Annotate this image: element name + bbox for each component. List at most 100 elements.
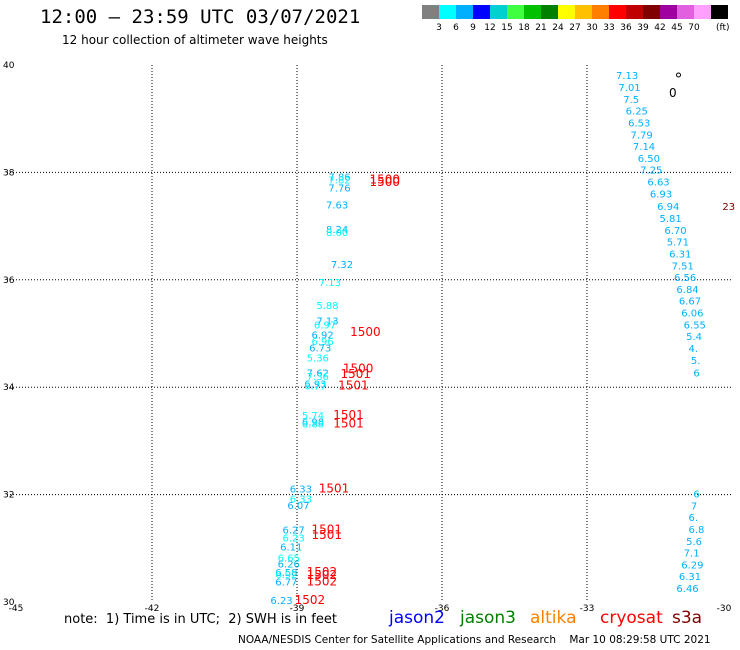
wave-height-label: 6.33 (290, 494, 312, 505)
colorbar-swatch (422, 5, 439, 19)
track-time-label: 1502 (307, 575, 338, 589)
colorbar-label: 39 (637, 23, 649, 33)
wave-height-label: 6.11 (280, 543, 302, 554)
wave-height-label: 6.92 (275, 570, 297, 581)
latitude-tick-label: 36 (3, 276, 15, 286)
wave-height-label: 6.53 (628, 118, 650, 129)
colorbar-swatch (643, 5, 660, 19)
longitude-tick-label: -36 (435, 604, 450, 614)
colorbar-swatch (677, 5, 694, 19)
colorbar-label: 36 (620, 23, 632, 33)
wave-height-label: 6.33 (290, 485, 312, 496)
wave-height-label: 6.67 (679, 297, 701, 308)
wave-height-label: 7.36 (307, 372, 329, 383)
wave-height-label: 6.98 (302, 418, 324, 429)
colorbar-swatch (558, 5, 575, 19)
wave-height-label: 6.55 (684, 320, 706, 331)
wave-height-label: 8.24 (326, 225, 348, 236)
track-time-label: 1501 (333, 417, 364, 431)
graticule (7, 65, 732, 602)
colorbar-swatch (660, 5, 677, 19)
latitude-tick-label: 32 (3, 491, 14, 501)
colorbar-swatch (592, 5, 609, 19)
axis-tick-labels: -45 -42 -39 -36 -33 -30 40 38 36 34 32 30 (3, 61, 732, 614)
latitude-tick-label: 40 (3, 61, 15, 71)
track-time-label: 1501 (338, 379, 369, 393)
colorbar-swatch (626, 5, 643, 19)
wave-height-label: 7.5 (623, 95, 639, 106)
wave-height-label: 6.93 (304, 379, 326, 390)
wave-height-label: 6.29 (681, 560, 703, 571)
legend-altika: altika (530, 608, 577, 628)
wave-height-label: 6.50 (638, 154, 660, 165)
wave-height-label: 4. (689, 344, 699, 355)
wave-height-label: 6.96 (312, 337, 334, 348)
wave-height-label: 6.93 (650, 189, 672, 200)
colorbar-swatch (473, 5, 490, 19)
legend-cryosat: cryosat (600, 608, 663, 628)
wave-height-label: 7.25 (640, 166, 662, 177)
colorbar-swatch (694, 5, 711, 19)
colorbar-label: 70 (688, 23, 700, 33)
longitude-tick-label: -39 (290, 604, 305, 614)
wave-height-label: 5.74 (302, 411, 324, 422)
wave-height-label: 7.63 (326, 201, 348, 212)
colorbar-label: 33 (603, 23, 615, 33)
wave-height-label: 5.6 (686, 537, 702, 548)
colorbar-label: 9 (470, 23, 476, 33)
small-marker-icon (676, 72, 681, 78)
colorbar-swatch (711, 5, 728, 19)
wave-height-label: 7.82 (328, 175, 350, 186)
wave-height-label: 7.13 (319, 278, 341, 289)
legend-jason3: jason3 (460, 608, 516, 628)
track-time-label: 1502 (295, 593, 326, 607)
wave-height-label: 6.25 (626, 107, 648, 118)
wave-height-label: 7.1 (684, 549, 700, 560)
wave-height-label: 6.46 (676, 584, 698, 595)
wave-height-label: 6.77 (275, 578, 297, 589)
track-time-label: 1500 (343, 361, 374, 375)
wave-height-label: 7 (691, 501, 697, 512)
wave-height-label: 6.27 (283, 526, 305, 537)
wave-height-label: 7.14 (633, 142, 655, 153)
wave-height-label: 7.01 (618, 83, 640, 94)
wave-height-label: 6.58 (275, 568, 297, 579)
wave-height-label: 6.26 (278, 559, 300, 570)
longitude-tick-label: -33 (580, 604, 595, 614)
wave-height-label: 6.84 (676, 285, 698, 296)
wave-height-label: 6 (693, 490, 699, 501)
wave-height-label: 6.07 (287, 501, 309, 512)
wave-height-label: 6.23 (283, 534, 305, 545)
svg-text:0: 0 (669, 86, 677, 100)
wave-height-label: 6.65 (278, 553, 300, 564)
wave-height-label: 7.13 (616, 71, 638, 82)
wave-height-label: 6.63 (647, 178, 669, 189)
wave-height-label: 6.73 (309, 343, 331, 354)
map-subtitle: 12 hour collection of altimeter wave hei… (62, 33, 328, 47)
wave-height-label: 8.00 (326, 228, 348, 239)
wave-height-label: 7.62 (307, 369, 329, 380)
track-time-label: 1501 (319, 482, 350, 496)
longitude-tick-label: -42 (145, 604, 160, 614)
wave-height-label: 7.86 (328, 173, 350, 184)
wave-height-label: 7.76 (328, 183, 350, 194)
wave-height-label: 6. (689, 513, 699, 524)
track-time-label: 1500 (370, 172, 401, 186)
latitude-tick-label: 38 (3, 168, 15, 178)
colorbar-swatch (524, 5, 541, 19)
marker-symbol-icon: 0 (669, 86, 677, 100)
colorbar-swatch (609, 5, 626, 19)
wave-height-label: 5.4 (686, 332, 702, 343)
track-time-label: 1500 (370, 175, 401, 189)
colorbar-label: 24 (552, 23, 564, 33)
wave-height-label: 6.56 (674, 273, 696, 284)
wave-height-label: 6 (693, 369, 699, 380)
track-time-label: 1500 (350, 325, 381, 339)
wave-height-label: 5.71 (667, 238, 689, 249)
wave-height-label: 5. (691, 356, 701, 367)
wave-height-label: 23 (722, 202, 735, 213)
wave-height-label: 6.06 (681, 309, 703, 320)
track-time-label: 1502 (307, 565, 338, 579)
wave-height-label: 5.36 (307, 354, 329, 365)
